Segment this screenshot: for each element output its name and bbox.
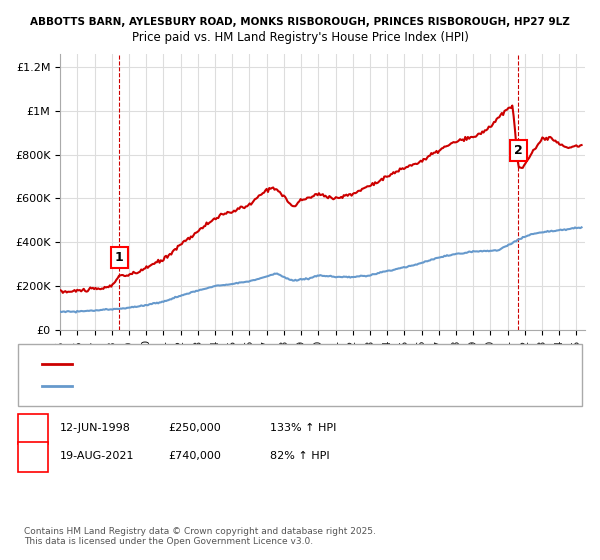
Text: 133% ↑ HPI: 133% ↑ HPI <box>270 423 337 433</box>
Text: 1: 1 <box>29 422 37 435</box>
Text: 19-AUG-2021: 19-AUG-2021 <box>60 451 134 461</box>
Text: £740,000: £740,000 <box>168 451 221 461</box>
Text: Contains HM Land Registry data © Crown copyright and database right 2025.
This d: Contains HM Land Registry data © Crown c… <box>24 526 376 546</box>
Text: £250,000: £250,000 <box>168 423 221 433</box>
Text: 12-JUN-1998: 12-JUN-1998 <box>60 423 131 433</box>
Text: ABBOTTS BARN, AYLESBURY ROAD, MONKS RISBOROUGH, PRINCES RISBOROUGH, HP27 9LZ: ABBOTTS BARN, AYLESBURY ROAD, MONKS RISB… <box>30 17 570 27</box>
Text: 2: 2 <box>514 144 523 157</box>
Text: 1: 1 <box>115 251 124 264</box>
Text: 2: 2 <box>29 450 37 463</box>
Text: Price paid vs. HM Land Registry's House Price Index (HPI): Price paid vs. HM Land Registry's House … <box>131 31 469 44</box>
Text: 82% ↑ HPI: 82% ↑ HPI <box>270 451 329 461</box>
Text: ABBOTTS BARN, AYLESBURY ROAD, MONKS RISBOROUGH, PRINCES RISBOROUGH, HP27 9LZ (s: ABBOTTS BARN, AYLESBURY ROAD, MONKS RISB… <box>78 360 504 368</box>
Text: HPI: Average price, semi-detached house, Buckinghamshire: HPI: Average price, semi-detached house,… <box>78 382 349 391</box>
